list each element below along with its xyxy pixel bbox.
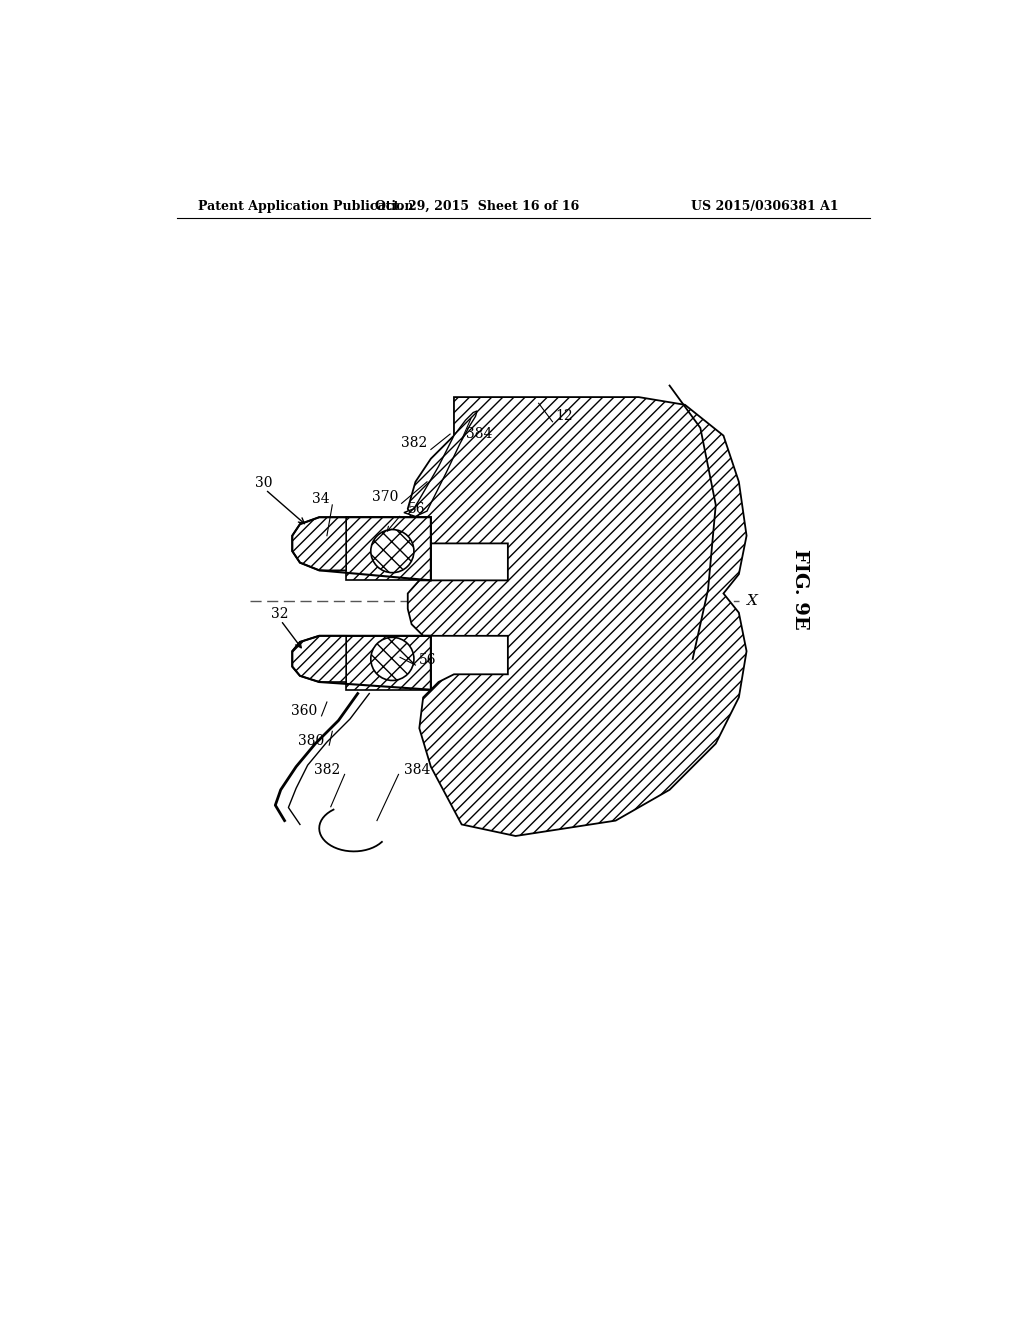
Circle shape — [371, 638, 414, 681]
Text: US 2015/0306381 A1: US 2015/0306381 A1 — [691, 199, 839, 213]
Text: 56: 56 — [419, 653, 437, 668]
Polygon shape — [292, 636, 346, 682]
Polygon shape — [346, 636, 431, 689]
Text: 380: 380 — [298, 734, 325, 747]
Text: 34: 34 — [311, 492, 330, 506]
Text: 30: 30 — [255, 477, 272, 490]
Text: Oct. 29, 2015  Sheet 16 of 16: Oct. 29, 2015 Sheet 16 of 16 — [375, 199, 580, 213]
Text: 12: 12 — [556, 409, 573, 424]
Text: X: X — [746, 594, 758, 609]
Text: 360: 360 — [291, 705, 316, 718]
Polygon shape — [292, 517, 346, 570]
Polygon shape — [408, 397, 746, 836]
Text: Patent Application Publication: Patent Application Publication — [199, 199, 414, 213]
Text: 384: 384 — [466, 428, 492, 441]
Polygon shape — [346, 517, 431, 581]
Text: 370: 370 — [372, 490, 398, 504]
Text: 382: 382 — [313, 763, 340, 776]
Text: 382: 382 — [400, 437, 427, 450]
Text: 384: 384 — [403, 763, 430, 776]
Text: 56: 56 — [408, 502, 425, 516]
Polygon shape — [403, 411, 477, 516]
Text: 32: 32 — [270, 607, 288, 622]
Text: FIG. 9E: FIG. 9E — [792, 549, 809, 630]
Circle shape — [371, 529, 414, 573]
